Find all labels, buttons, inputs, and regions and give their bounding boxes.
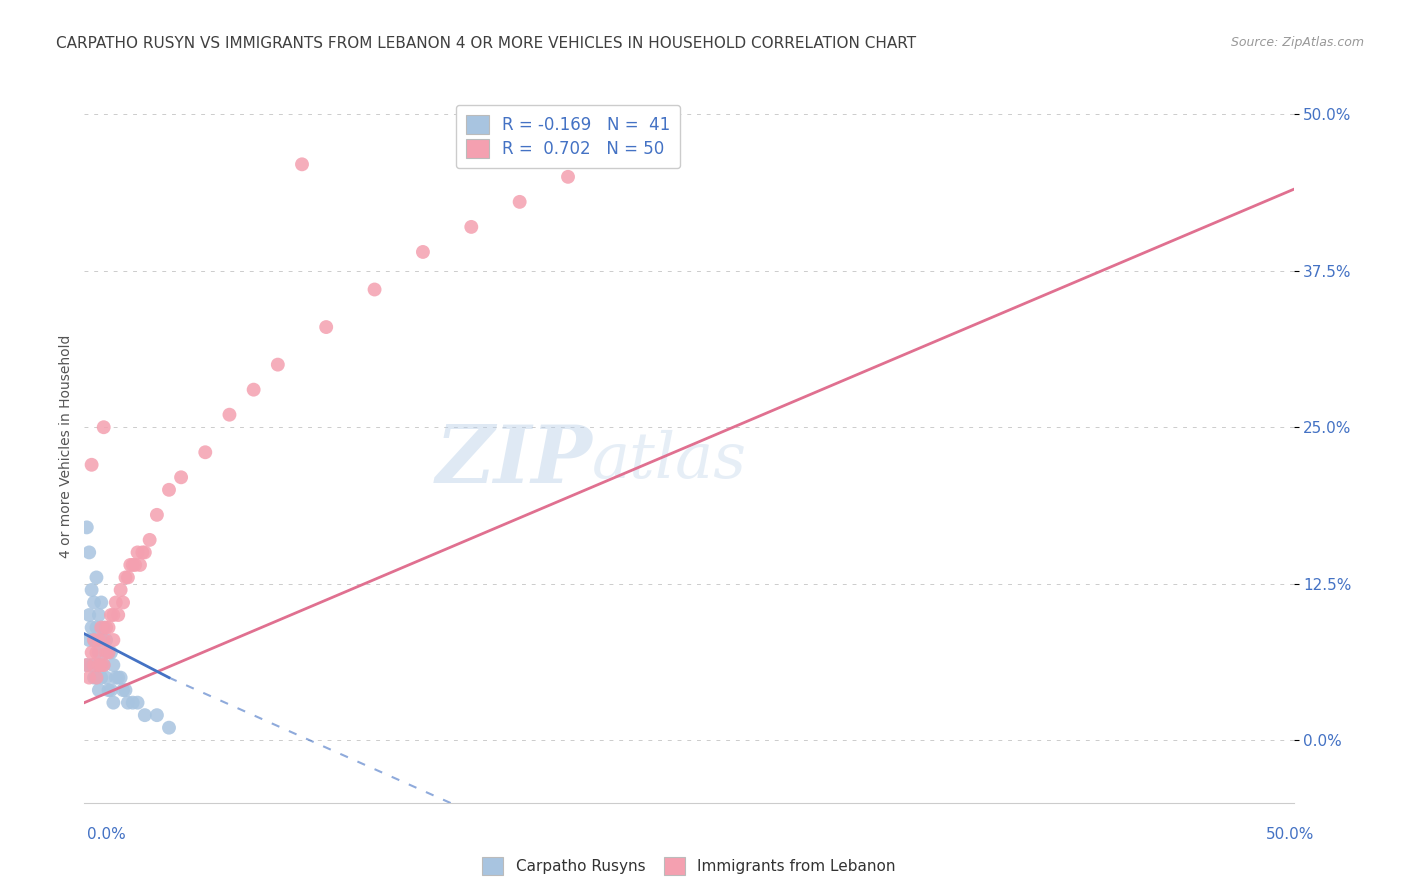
Point [100,646,122,660]
Point [80,621,103,635]
Point [86,671,108,685]
Point [94,621,117,635]
Point [94,633,117,648]
Point [86,671,108,685]
Point [94,671,117,685]
Point [110,671,132,685]
Point [97,646,120,660]
Point [127,545,149,559]
Point [93,633,115,648]
Point [157,483,180,497]
Point [114,570,136,584]
Point [83,595,105,609]
Text: Source: ZipAtlas.com: Source: ZipAtlas.com [1230,36,1364,49]
Point [80,458,103,472]
Point [103,658,125,673]
Point [134,708,156,723]
Point [194,445,217,459]
Point [509,194,531,209]
Point [100,607,122,622]
Point [107,671,129,685]
Point [127,696,149,710]
Point [129,558,152,572]
Y-axis label: 4 or more Vehicles in Household: 4 or more Vehicles in Household [59,334,73,558]
Point [97,646,120,660]
Point [103,607,125,622]
Point [134,545,156,559]
Point [76,658,98,673]
Point [291,157,314,171]
Point [77,671,100,685]
Point [87,658,110,673]
Point [103,696,125,710]
Text: atlas: atlas [592,429,747,491]
Point [83,671,105,685]
Point [93,621,115,635]
Point [114,683,136,698]
Legend: Carpatho Rusyns, Immigrants from Lebanon: Carpatho Rusyns, Immigrants from Lebanon [477,851,901,880]
Text: 50.0%: 50.0% [1267,827,1315,841]
Point [80,658,103,673]
Point [80,582,103,597]
Text: CARPATHO RUSYN VS IMMIGRANTS FROM LEBANON 4 OR MORE VEHICLES IN HOUSEHOLD CORREL: CARPATHO RUSYN VS IMMIGRANTS FROM LEBANO… [56,36,917,51]
Point [157,721,180,735]
Point [83,633,105,648]
Point [80,646,103,660]
Point [77,607,100,622]
Point [170,470,193,484]
Point [97,621,120,635]
Point [97,683,120,698]
Point [218,408,240,422]
Point [363,283,385,297]
Point [100,683,122,698]
Point [121,696,143,710]
Point [121,558,143,572]
Point [83,633,105,648]
Point [93,658,115,673]
Point [242,383,264,397]
Point [460,219,482,234]
Point [90,621,112,635]
Point [112,595,135,609]
Point [124,558,146,572]
Point [120,558,142,572]
Point [103,633,125,648]
Point [83,658,105,673]
Point [90,671,112,685]
Point [76,520,98,534]
Point [94,646,117,660]
Point [77,545,100,559]
Point [112,683,135,698]
Point [87,633,110,648]
Point [557,169,579,184]
Point [107,607,129,622]
Point [117,570,139,584]
Point [86,570,108,584]
Point [117,696,139,710]
Point [146,508,169,522]
Point [87,683,110,698]
Point [267,358,290,372]
Text: 0.0%: 0.0% [87,827,127,841]
Point [131,545,153,559]
Point [93,658,115,673]
Point [77,633,100,648]
Point [412,244,434,259]
Point [104,595,127,609]
Point [87,646,110,660]
Point [86,621,108,635]
Point [76,658,98,673]
Text: ZIP: ZIP [436,422,592,499]
Point [110,582,132,597]
Point [86,646,108,660]
Point [93,420,115,434]
Point [90,658,112,673]
Point [146,708,169,723]
Point [315,320,337,334]
Point [87,607,110,622]
Point [138,533,160,547]
Point [90,633,112,648]
Point [104,671,127,685]
Point [90,595,112,609]
